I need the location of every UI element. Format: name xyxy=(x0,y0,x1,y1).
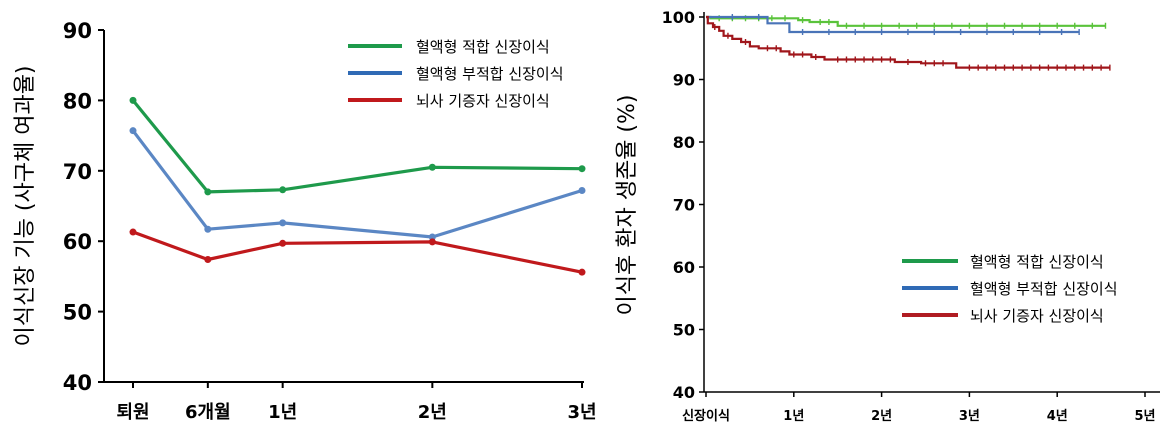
left-x-tick-label: 3년 xyxy=(567,402,596,423)
left-data-point xyxy=(428,233,436,241)
left-data-point xyxy=(578,187,586,195)
left-data-point xyxy=(129,127,137,135)
left-y-tick-label: 60 xyxy=(63,230,92,254)
right-y-tick-label: 70 xyxy=(673,196,695,215)
left-y-ticks: 40 50 60 70 80 90 xyxy=(63,19,104,395)
right-legend-label: 혈액형 적합 신장이식 xyxy=(970,253,1104,271)
left-y-axis-title: 이식신장 기능 (사구체 여과율) xyxy=(13,65,38,346)
right-survival-curve-1 xyxy=(706,15,1080,34)
left-series-line-2 xyxy=(132,230,583,274)
left-series-group xyxy=(129,96,586,276)
left-y-tick-label: 40 xyxy=(63,371,92,395)
left-data-point xyxy=(129,228,137,236)
right-y-ticks: 40 50 60 70 80 90 100 xyxy=(662,8,704,402)
right-survival-curve-0 xyxy=(706,15,1106,27)
right-y-tick-label: 50 xyxy=(673,321,695,340)
left-data-point xyxy=(279,239,287,247)
left-series-line-0 xyxy=(131,99,583,194)
right-y-tick-label: 100 xyxy=(662,8,695,27)
right-legend-label: 혈액형 부적합 신장이식 xyxy=(970,280,1118,298)
left-legend-label: 뇌사 기증자 신장이식 xyxy=(416,92,550,110)
left-x-tick-label: 2년 xyxy=(418,402,447,423)
left-data-point xyxy=(578,165,586,173)
left-data-point xyxy=(279,186,287,194)
right-x-tick-label: 1년 xyxy=(783,409,804,424)
kidney-function-chart: 이식신장 기능 (사구체 여과율) 40 50 60 70 80 90 퇴원 6개월 1년 2년… xyxy=(13,19,597,423)
right-x-tick-label: 2년 xyxy=(871,409,892,424)
right-x-tick-label: 5년 xyxy=(1134,409,1155,424)
left-data-point xyxy=(204,225,212,233)
left-data-point xyxy=(204,256,212,264)
left-y-tick-label: 90 xyxy=(63,19,92,43)
left-data-point xyxy=(279,219,287,227)
left-data-point xyxy=(204,188,212,196)
right-x-tick-label: 3년 xyxy=(959,409,980,424)
left-y-tick-label: 50 xyxy=(63,301,92,325)
left-x-tick-label: 퇴원 xyxy=(116,402,149,423)
right-y-tick-label: 40 xyxy=(673,383,695,402)
left-data-point xyxy=(428,163,436,171)
right-series-group xyxy=(706,14,1111,71)
left-y-tick-label: 80 xyxy=(63,89,92,113)
left-data-point xyxy=(129,96,137,104)
right-x-ticks: 신장이식 1년 2년 3년 4년 5년 xyxy=(682,392,1156,424)
left-legend-label: 혈액형 부적합 신장이식 xyxy=(416,65,564,83)
left-y-tick-label: 70 xyxy=(63,160,92,184)
left-data-point xyxy=(578,268,586,276)
left-x-ticks: 퇴원 6개월 1년 2년 3년 xyxy=(116,382,597,423)
right-survival-curve-2 xyxy=(706,15,1110,69)
right-y-axis-title: 이식후 환자 생존율 (%) xyxy=(615,95,640,316)
right-legend-label: 뇌사 기증자 신장이식 xyxy=(970,307,1104,325)
right-x-tick-label: 4년 xyxy=(1047,409,1068,424)
left-legend-label: 혈액형 적합 신장이식 xyxy=(416,38,550,56)
patient-survival-chart: 이식후 환자 생존율 (%) 40 50 60 70 80 90 100 신장이식 1년 2년 3… xyxy=(615,8,1160,424)
right-y-tick-label: 60 xyxy=(673,258,695,277)
left-data-point xyxy=(428,238,436,246)
left-x-tick-label: 1년 xyxy=(268,402,297,423)
right-y-tick-label: 80 xyxy=(673,133,695,152)
right-x-tick-label: 신장이식 xyxy=(682,408,730,424)
left-x-tick-label: 6개월 xyxy=(185,402,231,423)
right-y-tick-label: 90 xyxy=(673,71,695,90)
